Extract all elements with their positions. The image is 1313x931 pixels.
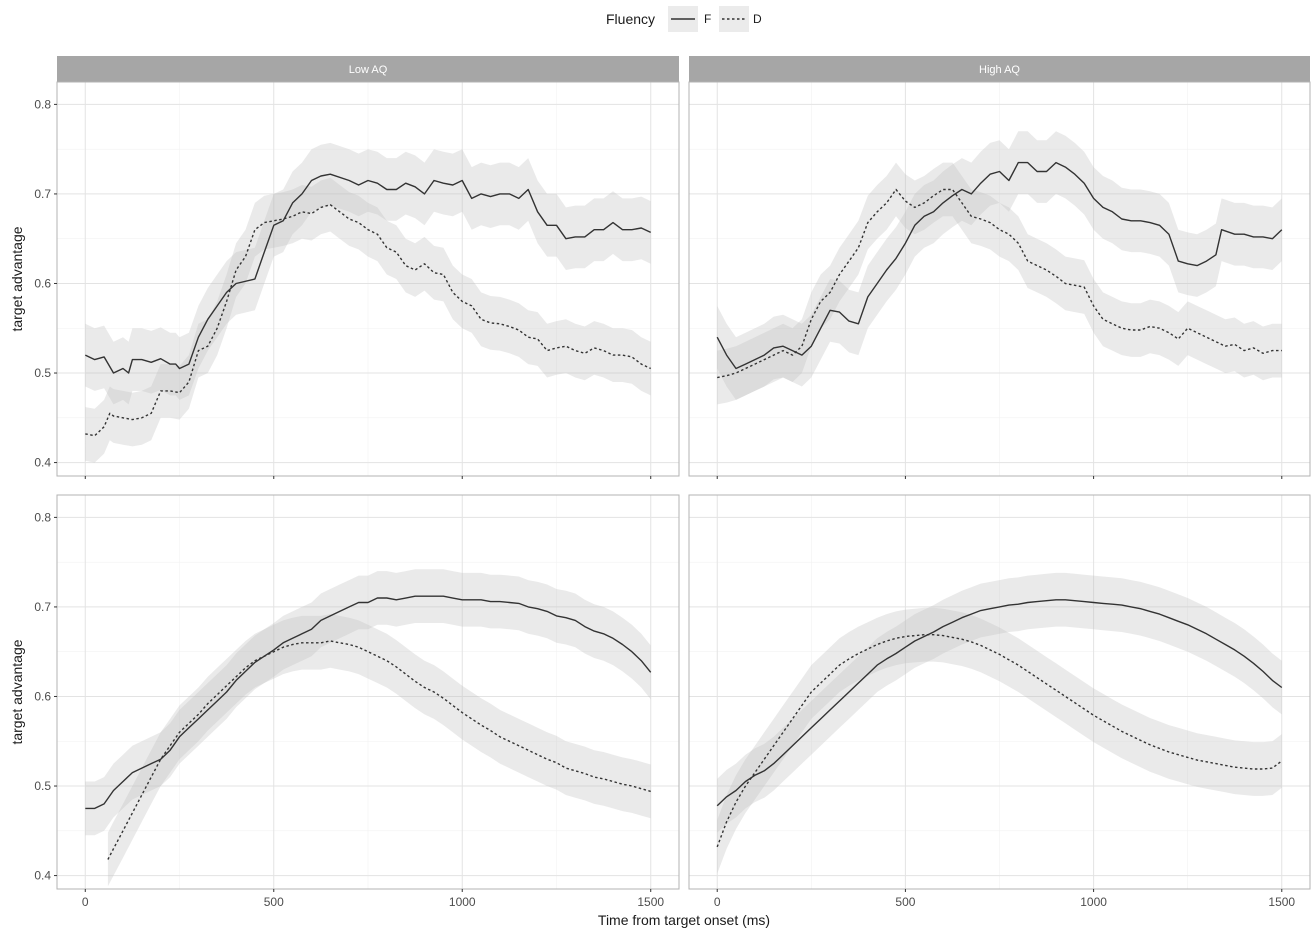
y-tick-label: 0.8 <box>34 97 51 111</box>
y-tick-label: 0.5 <box>34 779 51 793</box>
y-axis-title-top: target advantage <box>9 226 25 331</box>
y-tick-label: 0.6 <box>34 689 51 703</box>
y-tick-label: 0.4 <box>34 869 51 883</box>
y-axis-title-bottom: target advantage <box>9 639 25 744</box>
x-tick-label: 0 <box>82 895 89 909</box>
panel-2: 0.4 0.5 0.6 0.7 0.8 0 500 1000 1500 <box>34 494 680 909</box>
x-tick-label: 500 <box>895 895 915 909</box>
legend-title: Fluency <box>606 11 655 27</box>
x-tick-label: 1000 <box>1080 895 1107 909</box>
x-tick-label: 1500 <box>637 895 664 909</box>
y-tick-label: 0.7 <box>34 600 51 614</box>
ribbon-D <box>107 614 651 887</box>
series-line-F <box>84 173 651 374</box>
ribbon-F <box>717 572 1282 833</box>
series-line-D <box>716 634 1283 848</box>
y-tick-label: 0.6 <box>34 276 51 290</box>
legend: Fluency F D <box>606 6 762 32</box>
y-tick-label: 0.7 <box>34 187 51 201</box>
panel-border <box>56 494 680 890</box>
strip-background <box>689 56 1310 82</box>
ribbon-D <box>85 177 651 463</box>
x-tick-label: 500 <box>264 895 284 909</box>
panel-1: High AQ <box>688 56 1311 479</box>
y-tick-label: 0.5 <box>34 366 51 380</box>
panel-0: Low AQ 0.4 0.5 0.6 0.7 0.8 <box>34 56 680 479</box>
strip-label: Low AQ <box>349 64 388 76</box>
series-line-D <box>85 203 651 437</box>
series-line-F <box>716 599 1283 807</box>
ribbon-D <box>717 607 1282 874</box>
panel-border <box>688 494 1311 890</box>
series-line-F <box>716 161 1283 370</box>
x-axis-title: Time from target onset (ms) <box>598 912 770 928</box>
x-tick-label: 1500 <box>1268 895 1295 909</box>
ribbon-D <box>717 162 1282 405</box>
ribbon-F <box>717 131 1282 400</box>
panel-3: 0 500 1000 1500 <box>688 494 1311 909</box>
legend-label-f: F <box>704 12 711 26</box>
x-tick-label: 0 <box>714 895 721 909</box>
panels: Low AQ 0.4 0.5 0.6 0.7 0.8 High AQ 0.4 0.5 0.6 0.7… <box>34 56 1311 909</box>
panel-border <box>56 81 680 477</box>
strip-label: High AQ <box>979 64 1020 76</box>
series-line-F <box>85 595 652 810</box>
strip-background <box>57 56 679 82</box>
y-tick-label: 0.4 <box>34 456 51 470</box>
y-tick-label: 0.8 <box>34 510 51 524</box>
x-tick-label: 1000 <box>449 895 476 909</box>
legend-label-d: D <box>753 12 762 26</box>
panel-border <box>688 81 1311 477</box>
ribbon-F <box>85 142 651 405</box>
ribbon-F <box>85 569 651 836</box>
series-line-D <box>107 640 651 860</box>
